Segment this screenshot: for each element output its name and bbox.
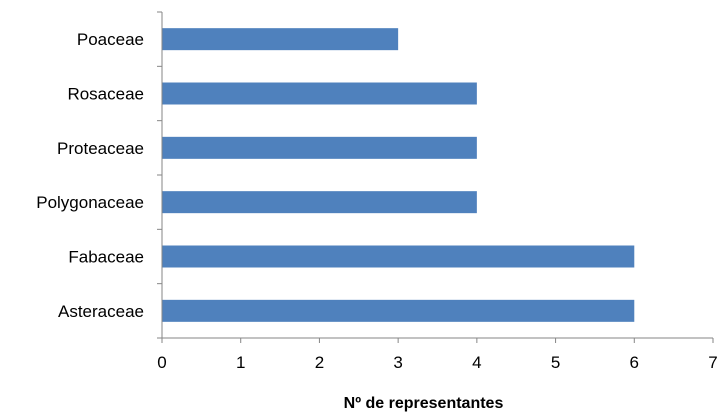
bar-polygonaceae: [162, 191, 477, 214]
category-label-asteraceae: Asteraceae: [58, 302, 144, 321]
category-label-rosaceae: Rosaceae: [67, 85, 144, 104]
x-tick-label: 7: [708, 353, 717, 372]
category-label-proteaceae: Proteaceae: [57, 139, 144, 158]
category-label-fabaceae: Fabaceae: [68, 248, 144, 267]
x-tick-label: 6: [630, 353, 639, 372]
x-tick-label: 5: [551, 353, 560, 372]
bars-group: [162, 28, 635, 322]
x-tick-label: 4: [472, 353, 481, 372]
bar-fabaceae: [162, 245, 635, 268]
category-labels: Poaceae Rosaceae Proteaceae Polygonaceae Fab…: [36, 30, 144, 321]
bar-rosaceae: [162, 82, 477, 105]
x-tick-label: 1: [236, 353, 245, 372]
x-tick-label: 3: [393, 353, 402, 372]
x-axis-title: Nº de representantes: [344, 395, 504, 412]
bar-proteaceae: [162, 136, 477, 159]
x-tick-labels: 0 1 2 3 4 5 6 7: [157, 353, 717, 372]
category-label-polygonaceae: Polygonaceae: [36, 193, 144, 212]
axes-group: [157, 11, 714, 343]
category-label-poaceae: Poaceae: [77, 30, 144, 49]
x-tick-label: 2: [315, 353, 324, 372]
bar-asteraceae: [162, 299, 635, 322]
x-tick-label: 0: [157, 353, 166, 372]
bar-poaceae: [162, 28, 399, 51]
